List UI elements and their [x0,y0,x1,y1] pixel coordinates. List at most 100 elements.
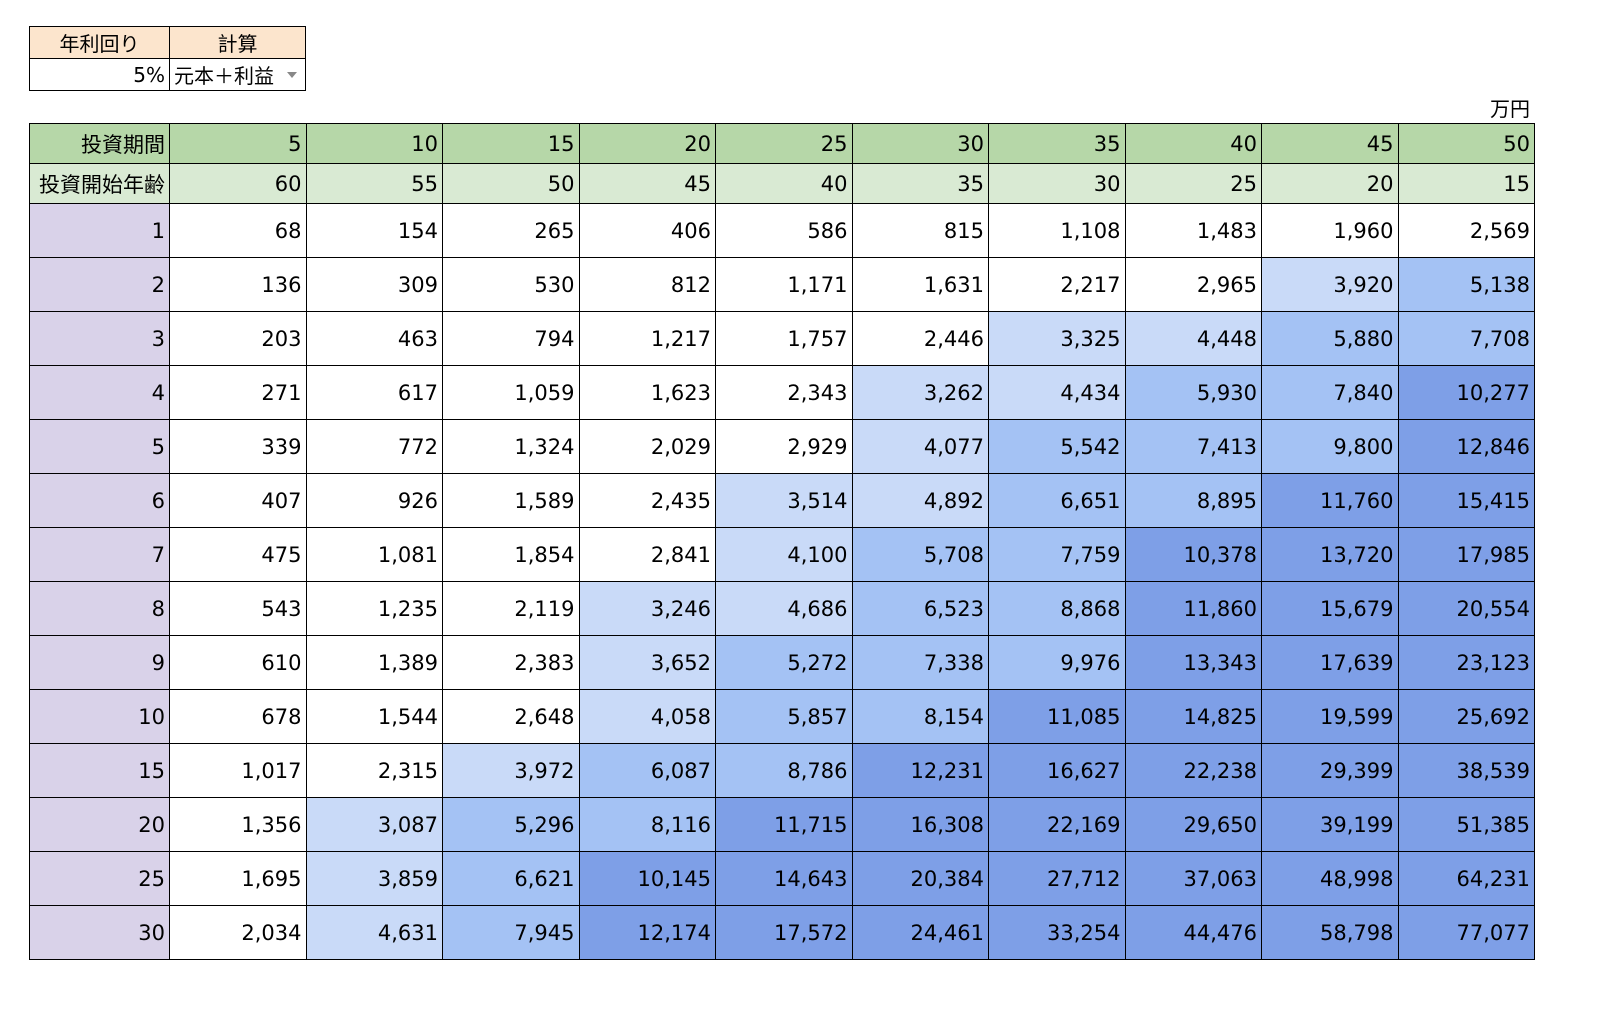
value-cell[interactable]: 543 [169,581,307,636]
value-cell[interactable]: 3,920 [1261,257,1399,312]
age-header-cell[interactable]: 40 [715,163,853,204]
value-cell[interactable]: 4,686 [715,581,853,636]
value-cell[interactable]: 772 [305,419,443,474]
value-cell[interactable]: 12,231 [851,743,989,798]
value-cell[interactable]: 3,652 [578,635,716,690]
value-cell[interactable]: 5,296 [442,797,580,852]
row-label-cell[interactable]: 9 [29,635,170,690]
value-cell[interactable]: 22,169 [988,797,1126,852]
value-cell[interactable]: 2,217 [988,257,1126,312]
value-cell[interactable]: 3,246 [578,581,716,636]
value-cell[interactable]: 1,081 [305,527,443,582]
value-cell[interactable]: 8,786 [715,743,853,798]
value-cell[interactable]: 6,523 [851,581,989,636]
value-cell[interactable]: 6,087 [578,743,716,798]
value-cell[interactable]: 812 [578,257,716,312]
period-header-cell[interactable]: 50 [1397,123,1535,164]
value-cell[interactable]: 1,356 [169,797,307,852]
value-cell[interactable]: 2,383 [442,635,580,690]
value-cell[interactable]: 5,857 [715,689,853,744]
value-cell[interactable]: 617 [305,365,443,420]
value-cell[interactable]: 38,539 [1397,743,1535,798]
value-cell[interactable]: 68 [169,203,307,258]
value-cell[interactable]: 4,058 [578,689,716,744]
value-cell[interactable]: 2,841 [578,527,716,582]
value-cell[interactable]: 1,235 [305,581,443,636]
value-cell[interactable]: 1,960 [1261,203,1399,258]
value-cell[interactable]: 5,542 [988,419,1126,474]
value-cell[interactable]: 530 [442,257,580,312]
age-header-cell[interactable]: 50 [442,163,580,204]
value-cell[interactable]: 5,138 [1397,257,1535,312]
value-cell[interactable]: 14,643 [715,851,853,906]
value-cell[interactable]: 406 [578,203,716,258]
row-label-cell[interactable]: 15 [29,743,170,798]
value-cell[interactable]: 2,119 [442,581,580,636]
row-label-cell[interactable]: 8 [29,581,170,636]
value-cell[interactable]: 6,621 [442,851,580,906]
value-cell[interactable]: 48,998 [1261,851,1399,906]
value-cell[interactable]: 13,343 [1124,635,1262,690]
value-cell[interactable]: 2,965 [1124,257,1262,312]
value-cell[interactable]: 4,631 [305,905,443,960]
value-cell[interactable]: 463 [305,311,443,366]
row-label-cell[interactable]: 30 [29,905,170,960]
value-cell[interactable]: 1,589 [442,473,580,528]
value-cell[interactable]: 265 [442,203,580,258]
value-cell[interactable]: 4,077 [851,419,989,474]
value-cell[interactable]: 9,800 [1261,419,1399,474]
age-header-cell[interactable]: 20 [1261,163,1399,204]
value-cell[interactable]: 11,715 [715,797,853,852]
period-header-cell[interactable]: 10 [305,123,443,164]
value-cell[interactable]: 23,123 [1397,635,1535,690]
value-cell[interactable]: 8,154 [851,689,989,744]
period-header-cell[interactable]: 25 [715,123,853,164]
value-cell[interactable]: 4,448 [1124,311,1262,366]
row-label-cell[interactable]: 2 [29,257,170,312]
value-cell[interactable]: 11,085 [988,689,1126,744]
value-cell[interactable]: 794 [442,311,580,366]
value-cell[interactable]: 1,389 [305,635,443,690]
value-cell[interactable]: 27,712 [988,851,1126,906]
value-cell[interactable]: 1,631 [851,257,989,312]
value-cell[interactable]: 678 [169,689,307,744]
value-cell[interactable]: 7,945 [442,905,580,960]
value-cell[interactable]: 2,446 [851,311,989,366]
age-header-cell[interactable]: 35 [851,163,989,204]
value-cell[interactable]: 3,514 [715,473,853,528]
value-cell[interactable]: 1,324 [442,419,580,474]
value-cell[interactable]: 9,976 [988,635,1126,690]
value-cell[interactable]: 8,895 [1124,473,1262,528]
value-cell[interactable]: 3,859 [305,851,443,906]
value-cell[interactable]: 33,254 [988,905,1126,960]
value-cell[interactable]: 1,108 [988,203,1126,258]
value-cell[interactable]: 7,338 [851,635,989,690]
row-label-cell[interactable]: 25 [29,851,170,906]
value-cell[interactable]: 926 [305,473,443,528]
period-header-cell[interactable]: 20 [578,123,716,164]
value-cell[interactable]: 2,929 [715,419,853,474]
age-header-label[interactable]: 投資開始年齢 [29,163,170,204]
value-cell[interactable]: 7,759 [988,527,1126,582]
value-cell[interactable]: 1,623 [578,365,716,420]
value-cell[interactable]: 3,325 [988,311,1126,366]
value-cell[interactable]: 10,378 [1124,527,1262,582]
value-cell[interactable]: 3,087 [305,797,443,852]
value-cell[interactable]: 20,384 [851,851,989,906]
value-cell[interactable]: 12,846 [1397,419,1535,474]
value-cell[interactable]: 14,825 [1124,689,1262,744]
value-cell[interactable]: 1,059 [442,365,580,420]
value-cell[interactable]: 2,034 [169,905,307,960]
value-cell[interactable]: 11,760 [1261,473,1399,528]
value-cell[interactable]: 4,100 [715,527,853,582]
age-header-cell[interactable]: 15 [1397,163,1535,204]
age-header-cell[interactable]: 30 [988,163,1126,204]
value-cell[interactable]: 1,544 [305,689,443,744]
chevron-down-icon[interactable] [287,72,297,78]
value-cell[interactable]: 407 [169,473,307,528]
value-cell[interactable]: 22,238 [1124,743,1262,798]
value-cell[interactable]: 8,116 [578,797,716,852]
value-cell[interactable]: 203 [169,311,307,366]
value-cell[interactable]: 610 [169,635,307,690]
value-cell[interactable]: 17,985 [1397,527,1535,582]
